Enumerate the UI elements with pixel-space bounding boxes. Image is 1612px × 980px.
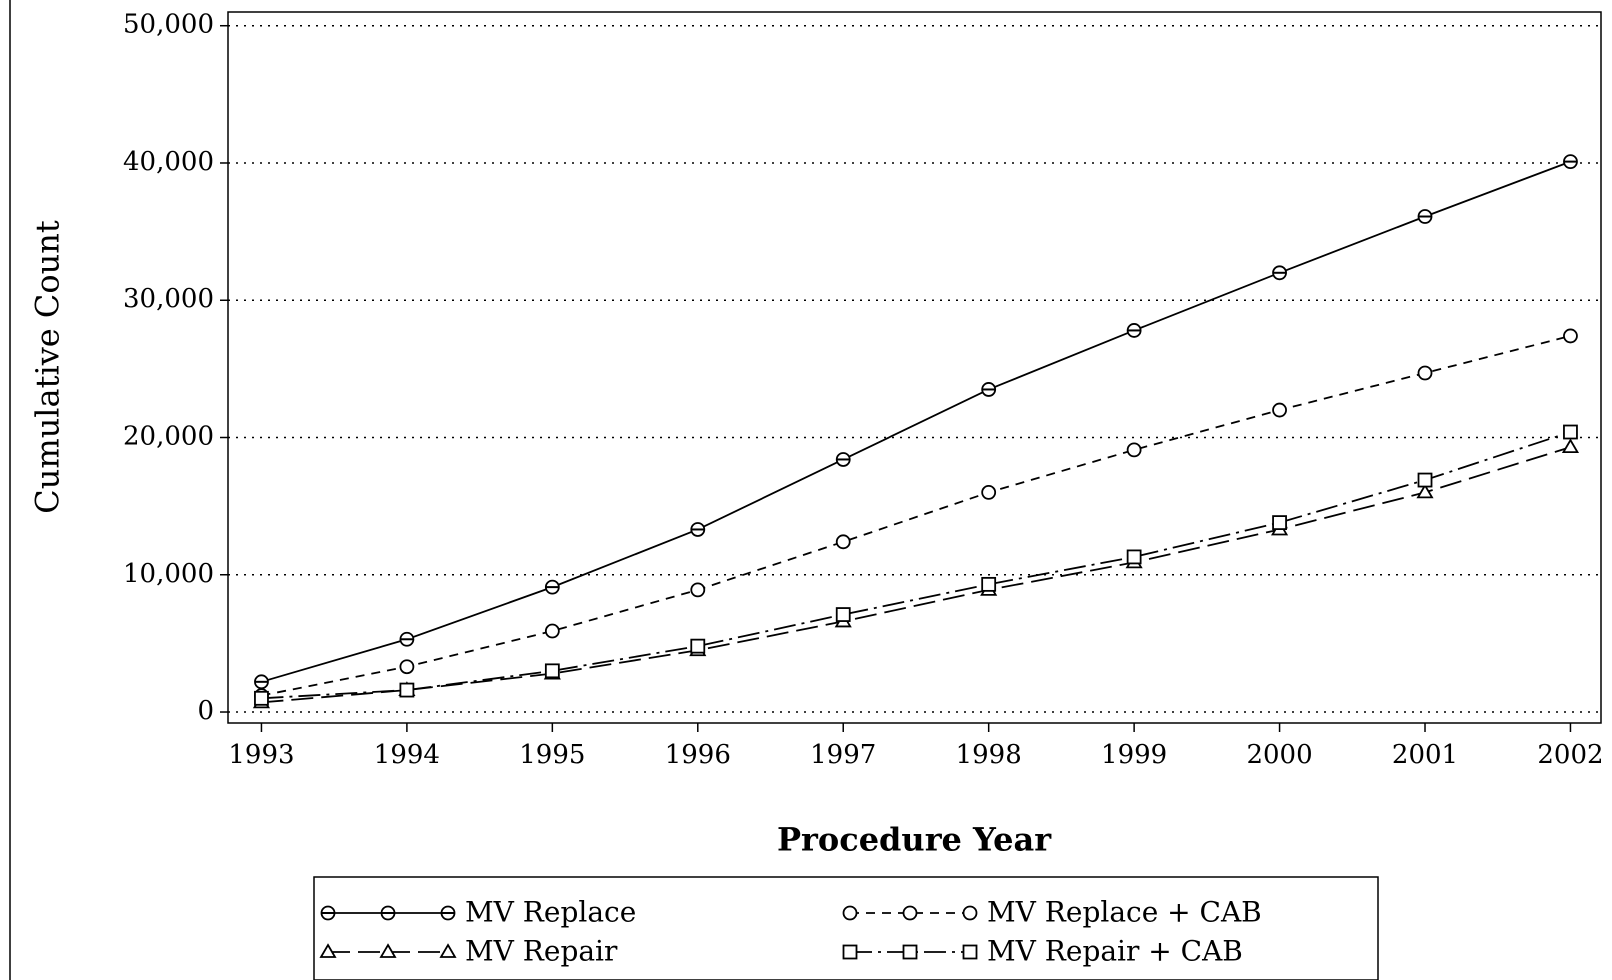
- x-tick-label: 2001: [1392, 740, 1458, 770]
- data-point: [835, 607, 851, 622]
- legend-label: MV Repair + CAB: [987, 935, 1243, 968]
- data-point: [399, 659, 415, 675]
- x-tick-label: 2000: [1246, 740, 1312, 770]
- x-tick-label: 1995: [519, 740, 585, 770]
- data-point: [1126, 549, 1142, 565]
- data-point: [254, 690, 269, 706]
- data-point: [835, 534, 851, 550]
- legend-marker: [902, 905, 918, 921]
- legend-label: MV Replace: [465, 896, 636, 929]
- legend-label: MV Replace + CAB: [987, 896, 1262, 929]
- series-line: [261, 335, 1571, 697]
- data-point: [981, 485, 997, 500]
- plot-frame: [227, 11, 1602, 724]
- data-point: [1417, 365, 1433, 381]
- data-point: [399, 682, 415, 698]
- series-line: [261, 160, 1571, 683]
- y-tick-label: 40,000: [123, 147, 214, 177]
- legend-marker: [902, 944, 918, 960]
- legend-marker: [962, 905, 978, 921]
- data-point: [981, 576, 997, 592]
- data-point: [1417, 472, 1433, 488]
- y-tick-label: 50,000: [123, 10, 214, 40]
- legend-marker: [319, 943, 337, 958]
- legend-marker: [962, 944, 978, 960]
- data-point: [1126, 442, 1142, 458]
- data-point: [544, 663, 560, 679]
- legend-marker: [842, 944, 858, 960]
- x-tick-label: 1998: [956, 740, 1022, 770]
- x-tick-label: 1993: [228, 740, 294, 770]
- x-tick-label: 1997: [810, 740, 876, 770]
- data-point: [1563, 424, 1578, 440]
- legend-marker: [379, 943, 397, 958]
- data-point: [1416, 483, 1434, 499]
- x-tick-label: 1996: [665, 740, 731, 770]
- data-point: [544, 623, 560, 639]
- data-point: [690, 638, 706, 654]
- series-line: [261, 431, 1571, 700]
- y-tick-label: 0: [197, 696, 214, 726]
- legend-marker: [842, 905, 858, 921]
- x-tick-label: 2002: [1537, 740, 1603, 770]
- data-point: [690, 582, 706, 598]
- y-tick-label: 20,000: [123, 422, 214, 452]
- legend-label: MV Repair: [465, 935, 618, 968]
- y-tick-label: 30,000: [123, 284, 214, 314]
- data-point: [1561, 438, 1580, 454]
- data-point: [1272, 515, 1287, 531]
- x-axis-label: Procedure Year: [777, 821, 1052, 859]
- data-point: [1563, 328, 1578, 344]
- y-axis-label: Cumulative Count: [29, 220, 67, 514]
- y-tick-label: 10,000: [123, 559, 214, 589]
- x-tick-label: 1999: [1101, 740, 1167, 770]
- series-line: [261, 446, 1571, 704]
- data-point: [1272, 402, 1287, 418]
- legend-marker: [439, 943, 457, 958]
- legend-box: [313, 876, 1379, 980]
- x-tick-label: 1994: [374, 740, 440, 770]
